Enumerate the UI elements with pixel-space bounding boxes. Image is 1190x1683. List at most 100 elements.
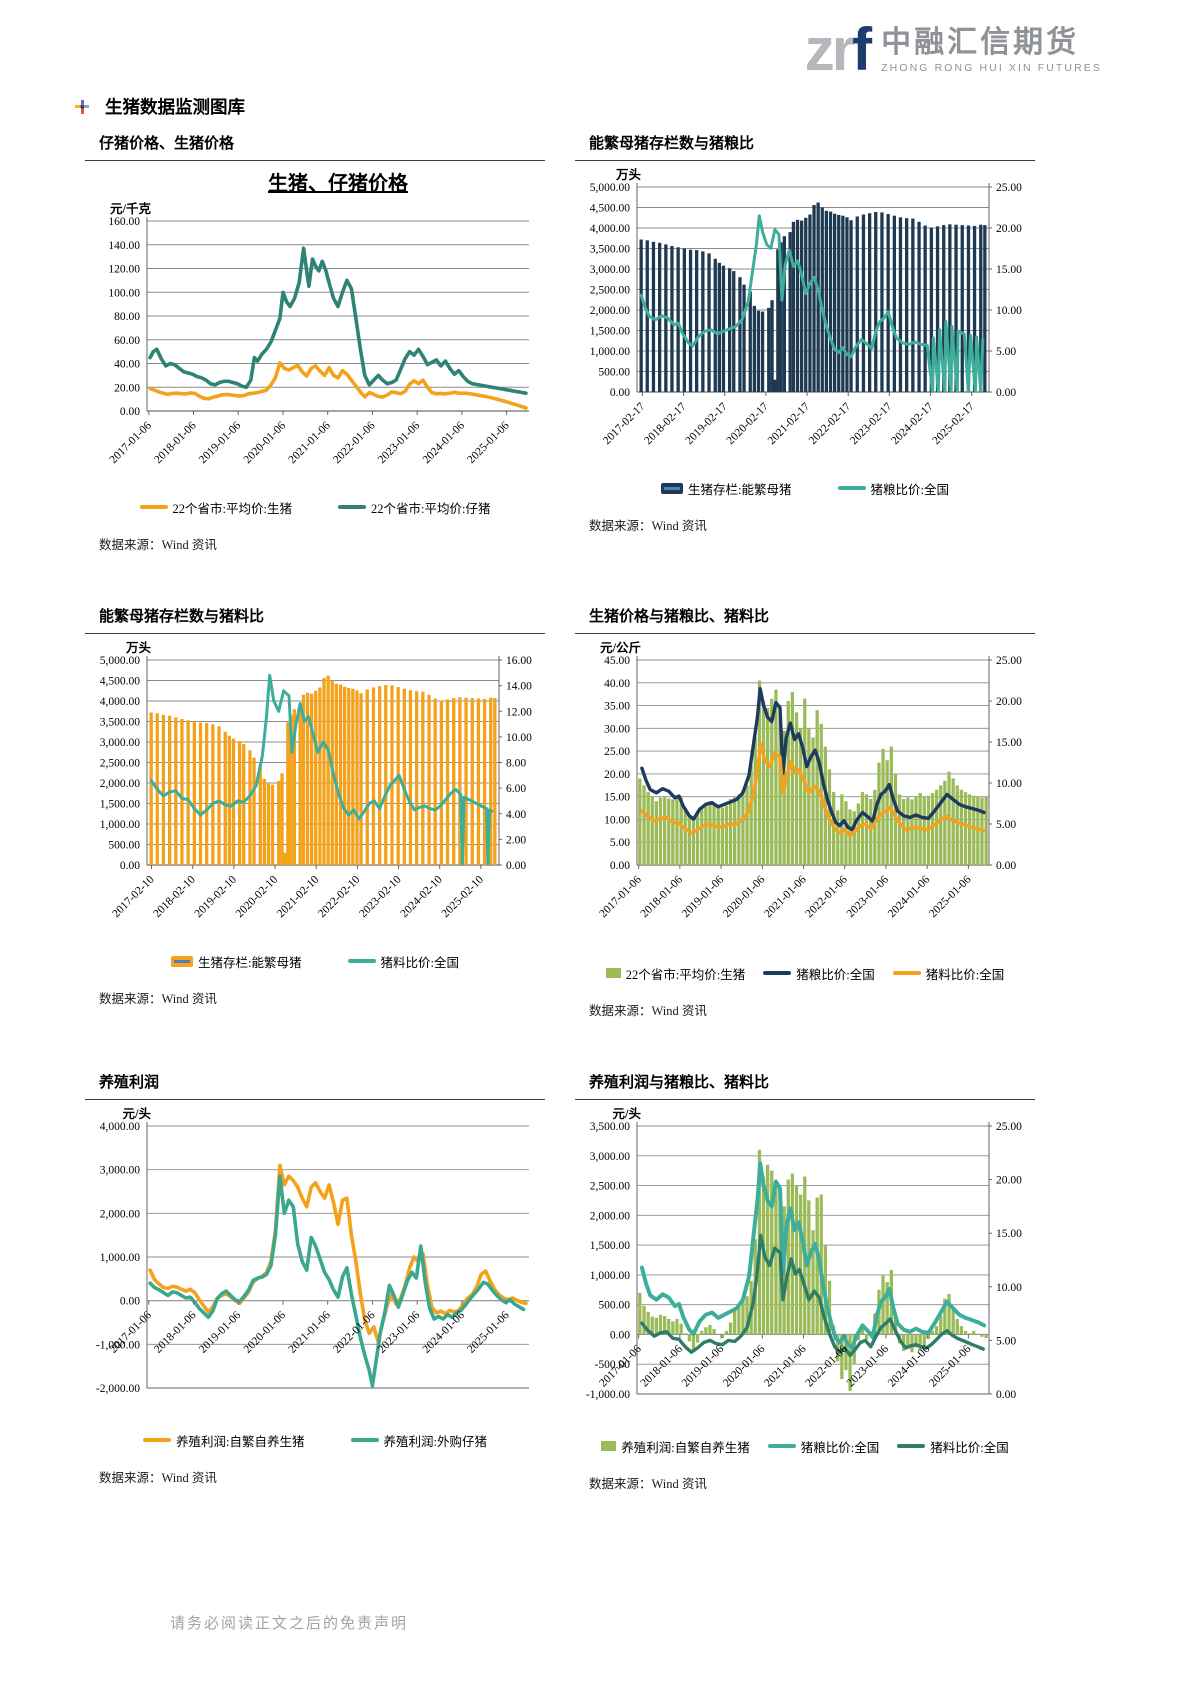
title-divider [575,633,1035,634]
chart-canvas: 0.00 500.00 1,000.00 1,500.00 2,000.00 2,500.… [100,640,532,920]
svg-text:4,000.00: 4,000.00 [100,696,141,708]
legend-box-swatch [605,968,621,978]
svg-text:2023-02-10: 2023-02-10 [357,873,404,920]
legend-item: 猪粮比价:全国 [837,479,949,498]
svg-text:10.00: 10.00 [604,814,630,826]
svg-text:4,000.00: 4,000.00 [100,1121,141,1133]
svg-text:万头: 万头 [125,640,152,655]
svg-text:80.00: 80.00 [114,311,140,323]
chart-canvas: -1,000.00 -500.00 0.00 500.00 1,000.00 1,500.… [586,1106,1022,1401]
hog-price-ratios-chart: 0.00 5.00 10.00 15.00 20.00 25.00 30.00 35.00 40… [575,640,1035,954]
legend-item: 22个省市:平均价:生猪 [605,964,745,983]
svg-text:100.00: 100.00 [108,287,140,299]
svg-text:0.00: 0.00 [996,387,1016,399]
svg-text:2024-01-06: 2024-01-06 [886,1343,933,1390]
chart-block-sow-inventory-feed-ratio: 能繁母猪存栏数与猪料比 0.00 500.00 1,000.00 1,500.00 2,… [85,605,545,1019]
svg-text:0.00: 0.00 [120,860,140,872]
svg-text:1,000.00: 1,000.00 [590,346,631,358]
legend-label: 猪粮比价:全国 [870,482,949,497]
legend-item: 猪粮比价:全国 [763,964,875,983]
chart-block-breeding-profit: 养殖利润 -2,000.00 -1,000.00 0.00 1,000.00 2,000… [85,1071,545,1492]
svg-text:2022-02-17: 2022-02-17 [807,400,854,447]
svg-text:2020-01-06: 2020-01-06 [721,1343,768,1390]
svg-text:2020-01-06: 2020-01-06 [721,873,768,920]
svg-text:2017-01-06: 2017-01-06 [107,419,154,466]
chart-block-title: 生猪价格与猪粮比、猪料比 [589,609,770,625]
svg-text:1,000.00: 1,000.00 [590,1270,631,1282]
svg-text:2024-01-06: 2024-01-06 [886,873,933,920]
chart-block-title: 仔猪价格、生猪价格 [99,136,235,152]
chart-block-piglet-hog-price: 仔猪价格、生猪价格 0.00 20.00 40.00 60.00 80.00 100.00… [85,132,545,553]
svg-text:16.00: 16.00 [506,655,532,667]
legend-swatch-stripe [174,959,191,963]
svg-text:120.00: 120.00 [108,264,140,276]
disclaimer-footer: 请务必阅读正文之后的免责声明 [170,1616,409,1632]
svg-text:元/千克: 元/千克 [110,201,151,216]
svg-text:35.00: 35.00 [604,701,630,713]
svg-text:15.00: 15.00 [996,737,1022,749]
legend-box-swatch [661,482,684,494]
chart-block-hog-price-ratios: 生猪价格与猪粮比、猪料比 0.00 5.00 10.00 15.00 20.00 25.0… [575,605,1035,1019]
chart-legend: 养殖利润:自繁自养生猪 猪粮比价:全国 猪料比价:全国 [575,1435,1035,1457]
legend-label: 养殖利润:自繁自养生猪 [621,1440,750,1455]
chart-canvas: -2,000.00 -1,000.00 0.00 1,000.00 2,000.00 3,… [96,1106,529,1395]
chart-legend: 22个省市:平均价:生猪 22个省市:平均价:仔猪 [85,496,545,518]
legend-line-swatch [338,504,366,510]
legend-item: 猪料比价:全国 [892,964,1005,983]
svg-text:2025-01-06: 2025-01-06 [465,1309,512,1356]
legend-item: 生猪存栏:能繁母猪 [171,952,302,971]
svg-text:10.00: 10.00 [996,1282,1022,1294]
svg-text:30.00: 30.00 [604,723,630,735]
section-header: 生猪数据监测图库 [75,94,245,119]
svg-text:160.00: 160.00 [108,216,140,228]
svg-text:2021-01-06: 2021-01-06 [762,873,809,920]
legend-label: 养殖利润:自繁自养生猪 [176,1434,305,1449]
svg-text:1,500.00: 1,500.00 [590,1240,631,1252]
legend-line-swatch [837,485,866,491]
svg-text:2023-01-06: 2023-01-06 [376,419,423,466]
chart-block-sow-inventory-grain-ratio: 能繁母猪存栏数与猪粮比 0.00 500.00 1,000.00 1,500.00 2,… [575,132,1035,553]
svg-text:20.00: 20.00 [996,1175,1022,1187]
svg-text:1,000.00: 1,000.00 [100,819,141,831]
svg-text:0.00: 0.00 [610,387,630,399]
svg-text:2025-01-06: 2025-01-06 [927,873,974,920]
svg-text:2.00: 2.00 [506,834,526,846]
legend-label: 猪粮比价:全国 [796,967,875,982]
svg-text:-2,000.00: -2,000.00 [96,1383,140,1395]
data-source-label: 数据来源：Wind 资讯 [99,538,217,552]
title-divider [575,160,1035,161]
svg-text:2021-01-06: 2021-01-06 [286,1309,333,1356]
company-name-cn: 中融汇信期货 [881,26,1080,59]
svg-text:2,000.00: 2,000.00 [100,778,141,790]
data-source-label: 数据来源：Wind 资讯 [99,1471,217,1485]
title-divider [85,160,545,161]
svg-text:元/头: 元/头 [123,1106,152,1121]
svg-text:25.00: 25.00 [604,746,630,758]
chart-block-profit-ratios: 养殖利润与猪粮比、猪料比 -1,000.00 -500.00 0.00 500.00 1… [575,1071,1035,1492]
svg-text:2017-02-17: 2017-02-17 [601,400,648,447]
legend-line-swatch [139,504,168,510]
svg-text:25.00: 25.00 [996,1121,1022,1133]
svg-text:3,000.00: 3,000.00 [590,264,631,276]
svg-text:2020-02-10: 2020-02-10 [234,873,281,920]
svg-text:0.00: 0.00 [610,1329,630,1341]
svg-text:25.00: 25.00 [996,182,1022,194]
svg-text:1,000.00: 1,000.00 [100,1252,141,1264]
hog-piglet-price-chart: 0.00 20.00 40.00 60.00 80.00 100.00 120.00 140.… [85,167,545,500]
svg-text:2020-01-06: 2020-01-06 [242,419,289,466]
svg-text:15.00: 15.00 [996,1228,1022,1240]
title-divider [85,633,545,634]
svg-text:2,500.00: 2,500.00 [590,1181,631,1193]
svg-text:万头: 万头 [615,167,642,182]
svg-text:2018-02-10: 2018-02-10 [151,873,198,920]
title-divider [575,1099,1035,1100]
chart-legend: 养殖利润:自繁自养生猪 养殖利润:外购仔猪 [85,1429,545,1451]
legend-item: 养殖利润:自繁自养生猪 [143,1431,305,1450]
svg-text:2023-01-06: 2023-01-06 [845,873,892,920]
data-source-label: 数据来源：Wind 资讯 [589,1004,707,1018]
legend-label: 猪料比价:全国 [925,967,1005,982]
legend-swatch-stripe [664,486,681,490]
breeding-profit-chart: -2,000.00 -1,000.00 0.00 1,000.00 2,000.00 3,… [85,1106,545,1415]
svg-text:0.00: 0.00 [120,1296,140,1308]
sow-inventory-grain-ratio-chart: 0.00 500.00 1,000.00 1,500.00 2,000.00 2,500.… [575,167,1035,481]
